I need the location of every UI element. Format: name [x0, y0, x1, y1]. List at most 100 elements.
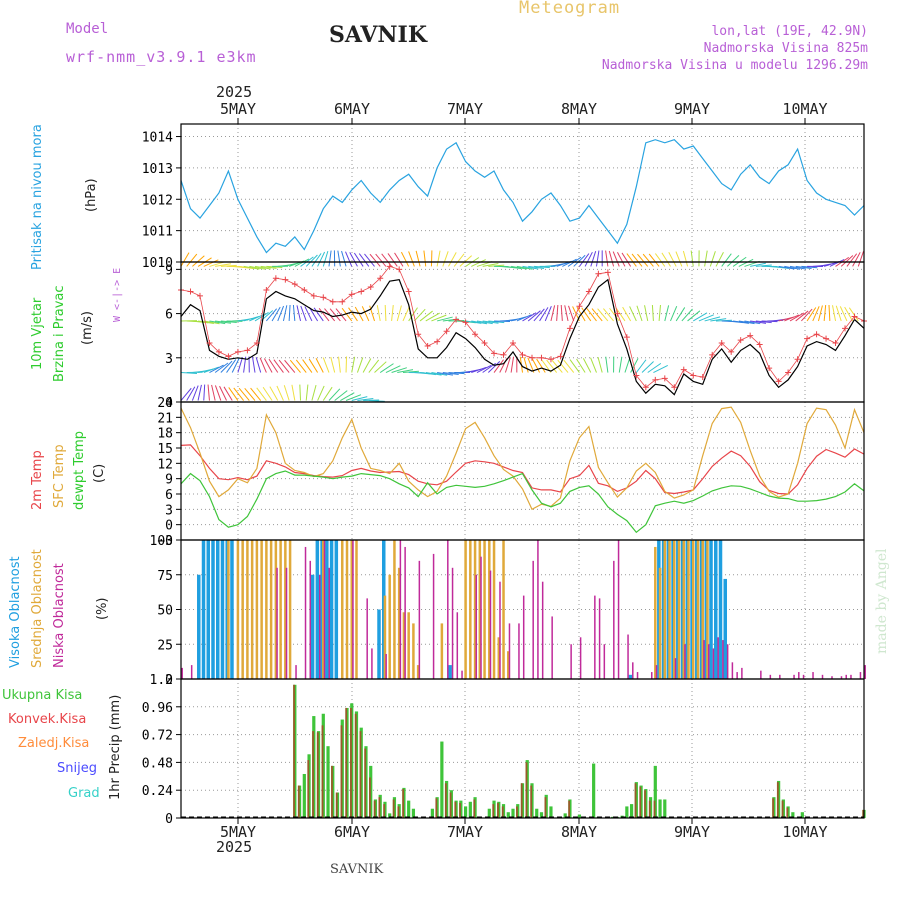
wind-arrow	[354, 306, 364, 322]
wind-arrow	[573, 254, 586, 267]
wind-arrow	[282, 305, 288, 322]
top-day-label-1: 6MAY	[334, 100, 370, 118]
precip-bar-1	[516, 806, 518, 818]
wind-gust-marker	[832, 340, 839, 347]
wind-arrow	[560, 304, 563, 321]
cloud-bar-2	[741, 667, 743, 679]
wind-arrow	[531, 358, 541, 373]
wind-arrow	[738, 258, 754, 267]
cloud-bar-0	[310, 574, 315, 679]
precip-bar-0	[653, 765, 657, 818]
wind-gust-marker	[415, 331, 422, 338]
cloud-bar-1	[260, 540, 263, 679]
wind-arrow	[654, 253, 666, 267]
wind-arrow	[568, 305, 575, 322]
cloud-bar-2	[304, 546, 307, 679]
cloud-bar-1	[478, 540, 482, 679]
y-tick-label-3-0: 0	[165, 673, 173, 688]
wind-arrow	[471, 366, 487, 373]
wind-arrow	[597, 356, 603, 373]
wind-arrow	[278, 359, 290, 373]
wind-arrow	[396, 305, 402, 322]
wind-arrow	[318, 308, 330, 322]
cloud-bar-2	[613, 560, 615, 679]
cloud-bar-2	[812, 672, 814, 679]
bottom-day-label-1: 6MAY	[334, 823, 370, 841]
wind-gust-marker	[481, 340, 488, 347]
wind-arrow	[528, 265, 545, 269]
wind-arrow	[436, 250, 441, 267]
wind-gust-marker	[566, 325, 573, 332]
wind-gust-marker	[642, 384, 649, 391]
wind-arrow	[425, 312, 440, 322]
wind-arrow	[586, 307, 597, 322]
y-tick-label-2-2: 3	[165, 503, 173, 518]
wind-arrow	[180, 372, 197, 375]
legend-hail: Grad	[68, 786, 100, 801]
cloud-bar-1	[687, 540, 690, 679]
precip-bar-0	[463, 806, 468, 818]
wind-arrow	[641, 361, 654, 373]
panel-frame-0	[180, 123, 865, 263]
wind-arrow	[664, 305, 670, 322]
wind-arrow	[255, 357, 262, 373]
precip-bar-1	[383, 804, 386, 818]
wind-arrow	[527, 310, 541, 322]
wind-arrow	[431, 314, 447, 322]
wind-arrow	[296, 305, 302, 322]
cloud-bar-2	[323, 540, 326, 679]
precip-bar-1	[862, 809, 865, 818]
precip-bar-0	[388, 813, 392, 818]
cloud-bar-1	[250, 540, 254, 679]
y-tick-label-0-2: 1012	[142, 193, 173, 208]
cloud-bar-2	[684, 644, 686, 679]
elevation-info: Nadmorska Visina 825m	[703, 41, 868, 56]
wind-arrow	[308, 306, 319, 322]
y-tick-label-2-5: 12	[157, 457, 173, 472]
wind-gust-marker	[367, 284, 374, 291]
wind-gust-marker	[272, 275, 279, 282]
cloud-bar-2	[760, 670, 762, 679]
wind-arrow	[423, 250, 427, 267]
cloud-bar-2	[850, 674, 852, 679]
wind-arrow	[704, 250, 708, 267]
y-tick-label-2-6: 15	[157, 442, 173, 457]
wind-arrow	[197, 384, 202, 401]
top-day-label-0: 5MAY	[220, 100, 256, 118]
wind-arrow	[400, 251, 410, 267]
y-tick-label-3-3: 75	[157, 569, 173, 584]
precip-bar-0	[629, 804, 634, 818]
wind-arrow	[328, 250, 332, 267]
wind-arrow	[254, 265, 271, 270]
wind-arrow	[304, 306, 313, 322]
wind-arrow	[710, 318, 727, 322]
top-day-label-2: 7MAY	[447, 100, 483, 118]
y-tick-label-0-1: 1011	[142, 225, 173, 240]
legend-total-rain: Ukupna Kisa	[2, 688, 83, 703]
cloud-bar-1	[407, 612, 410, 679]
wind-gust-marker	[434, 338, 441, 345]
cloud-bar-2	[537, 540, 539, 679]
cloud-bar-2	[821, 674, 824, 679]
cloud-bar-1	[507, 651, 510, 679]
cloud-bar-1	[696, 540, 700, 679]
cloud-bar-2	[603, 644, 606, 679]
wind-arrow	[605, 250, 609, 267]
wind-arrow	[277, 305, 285, 322]
precip-bar-1	[459, 802, 461, 818]
cloud-bar-1	[682, 540, 686, 679]
cloud-bar-1	[355, 540, 358, 679]
wind-arrow	[437, 316, 453, 322]
wind-arrow	[637, 253, 649, 267]
wind-arrow	[636, 305, 643, 322]
cloud-bar-0	[718, 540, 723, 679]
wind-arrow	[302, 359, 313, 373]
wind-arrow	[563, 359, 575, 373]
wind-arrow	[368, 359, 380, 373]
wind-arrow	[219, 385, 227, 401]
wind-gust-marker	[424, 343, 431, 349]
wind-arrow	[651, 304, 654, 321]
cloud-bar-1	[464, 540, 467, 679]
cloud-bar-0	[334, 540, 339, 679]
wind-arrow	[305, 384, 309, 401]
